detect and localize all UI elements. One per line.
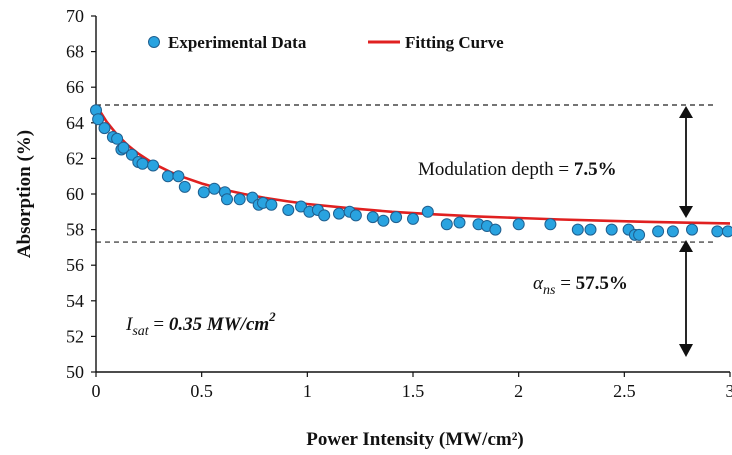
x-tick-label: 1.5 [402,381,425,401]
y-tick-label: 66 [66,77,84,97]
data-point [652,225,665,238]
x-ticks: 0 0.5 1 1.5 2 2.5 3 [92,372,732,401]
data-points [90,104,732,241]
data-point [333,207,345,220]
y-tick-label: 50 [66,362,84,382]
data-point [366,211,379,224]
y-tick-label: 56 [66,255,84,275]
y-tick-label: 58 [66,220,84,240]
data-point [407,212,419,225]
data-point [390,211,403,224]
data-point [265,198,278,211]
data-point [92,113,105,126]
x-tick-label: 1 [303,381,312,401]
x-tick-label: 0.5 [190,381,213,401]
data-point [633,228,646,241]
alpha-ns-label: αns = 57.5% [533,273,628,298]
data-point [721,225,732,238]
data-point [295,200,307,213]
data-point [489,223,502,236]
isat-label: Isat = 0.35 MW/cm2 [125,309,276,339]
data-point [147,159,160,172]
data-point [136,157,149,170]
data-point [544,218,557,231]
x-tick-label: 0 [92,381,101,401]
data-point [318,209,331,222]
modulation-depth-label: Modulation depth = 7.5% [418,159,617,180]
y-axis-title: Absorption (%) [14,130,35,258]
fitting-curve [94,104,731,225]
data-point [161,170,174,183]
legend-marker-experimental [148,36,160,48]
data-point [349,209,362,222]
x-tick-label: 2.5 [613,381,636,401]
x-axis-title: Power Intensity (MW/cm²) [306,429,523,450]
data-point [377,214,390,227]
data-point [111,132,124,145]
y-tick-label: 62 [66,148,84,168]
data-point [686,223,698,236]
data-point [208,182,221,195]
reference-lines [96,104,716,243]
data-point [440,218,453,231]
x-tick-label: 3 [726,381,732,401]
data-point [117,141,130,154]
data-point [98,122,111,135]
y-tick-label: 70 [66,6,84,26]
data-point [421,205,434,218]
y-tick-label: 64 [66,113,84,133]
y-tick-label: 54 [66,291,84,311]
legend-label-fitting: Fitting Curve [405,33,504,52]
y-tick-label: 60 [66,184,84,204]
y-tick-label: 68 [66,42,84,62]
data-point [197,186,210,199]
x-tick-label: 2 [514,381,523,401]
data-point [666,225,679,238]
arrow-modulation-depth [679,106,693,218]
legend-label-experimental: Experimental Data [168,33,307,52]
data-point [584,223,597,236]
data-point [178,180,191,193]
data-point [221,193,233,206]
data-point [711,225,724,238]
arrow-alpha-ns [679,240,693,357]
y-tick-label: 52 [66,326,84,346]
legend: Experimental Data Fitting Curve [148,33,504,52]
y-ticks: 50 52 54 56 58 60 62 64 66 68 70 [66,6,96,382]
data-point [571,223,584,236]
data-point [453,216,466,229]
data-point [172,170,185,183]
data-point [282,204,295,216]
data-point [233,193,246,206]
data-point [512,218,525,231]
data-point [605,223,618,236]
